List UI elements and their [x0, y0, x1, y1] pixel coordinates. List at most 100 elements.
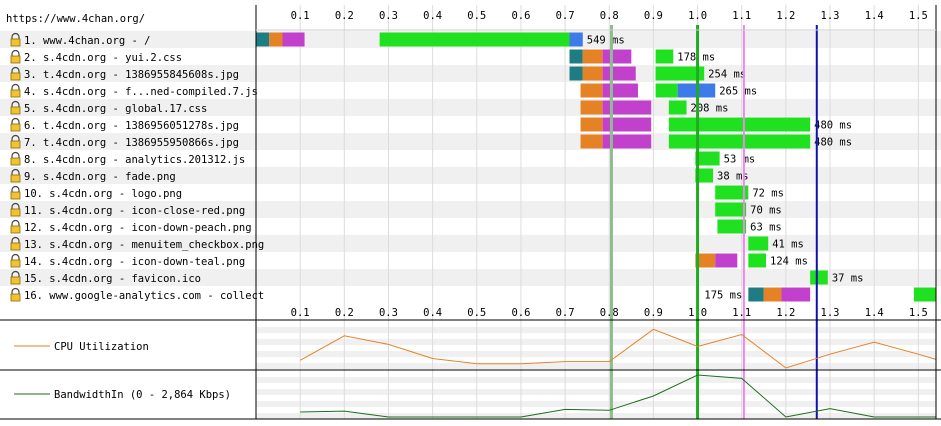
bar-dns: [569, 66, 583, 81]
bandwidth-stripe: [256, 389, 936, 395]
bar-ttfb: [715, 185, 749, 200]
bar-ttfb: [668, 100, 687, 115]
bar-dns: [256, 32, 270, 47]
bar-ssl: [602, 49, 632, 64]
row-stripe: [0, 201, 941, 218]
bar-download-js: [569, 32, 583, 47]
lock-icon: [10, 100, 21, 115]
duration-label: 53 ms: [724, 154, 756, 166]
request-label: 3. t.4cdn.org - 1386955845608s.jpg: [24, 69, 239, 81]
grid-lines: [299, 5, 919, 419]
request-label: 14. s.4cdn.org - icon-down-teal.png: [24, 256, 245, 268]
bar-connect: [763, 287, 782, 302]
duration-label: 63 ms: [750, 222, 782, 234]
x-tick-label-bottom: 0.9: [644, 307, 663, 319]
x-tick-label-bottom: 0.3: [379, 307, 398, 319]
request-label: 10. s.4cdn.org - logo.png: [24, 188, 182, 200]
bar-connect: [580, 117, 603, 132]
lock-icon: [10, 134, 21, 149]
x-tick-label-top: 0.9: [644, 10, 663, 22]
x-tick-label-bottom: 0.2: [335, 307, 354, 319]
bar-ttfb: [913, 287, 936, 302]
request-label: 2. s.4cdn.org - yui.2.css: [24, 52, 182, 64]
row-stripe: [0, 235, 941, 252]
duration-label: 124 ms: [770, 256, 808, 268]
bar-ttfb: [655, 83, 678, 98]
x-tick-label-bottom: 0.8: [600, 307, 619, 319]
duration-label: 549 ms: [587, 35, 625, 47]
x-tick-label-bottom: 0.7: [556, 307, 575, 319]
cpu-stripe: [256, 363, 936, 369]
x-tick-label-top: 0.8: [600, 10, 619, 22]
x-tick-label-top: 1.0: [688, 10, 707, 22]
bandwidth-stripe: [256, 401, 936, 407]
bar-ssl: [781, 287, 811, 302]
lock-icon: [10, 49, 21, 64]
x-tick-label-bottom: 1.5: [909, 307, 928, 319]
bar-ttfb: [748, 253, 766, 268]
bar-connect: [695, 253, 716, 268]
x-tick-label-top: 0.7: [556, 10, 575, 22]
bar-connect: [580, 134, 603, 149]
x-tick-label-bottom: 1.4: [865, 307, 884, 319]
x-tick-label-top: 0.4: [423, 10, 442, 22]
x-tick-label-top: 1.1: [732, 10, 751, 22]
x-axis-bottom: 0.10.20.30.40.50.60.70.80.91.01.11.21.31…: [291, 307, 928, 319]
lock-icon: [10, 168, 21, 183]
duration-label: 265 ms: [719, 86, 757, 98]
request-labels: 1. www.4chan.org - / 2. s.4cdn.org - yui…: [10, 32, 264, 302]
x-tick-label-top: 1.3: [821, 10, 840, 22]
bar-ssl: [602, 66, 636, 81]
lock-icon: [10, 117, 21, 132]
duration-label: 254 ms: [708, 69, 746, 81]
bar-ttfb: [810, 270, 828, 285]
duration-label: 70 ms: [750, 205, 782, 217]
request-label: 7. t.4cdn.org - 1386955950866s.jpg: [24, 137, 239, 149]
duration-label: 72 ms: [752, 188, 784, 200]
row-stripe: [0, 99, 941, 116]
bar-ttfb: [668, 117, 811, 132]
x-tick-label-top: 0.1: [291, 10, 310, 22]
bar-ttfb: [717, 219, 747, 234]
request-label: 6. t.4cdn.org - 1386956051278s.jpg: [24, 120, 239, 132]
duration-label: 37 ms: [832, 273, 864, 285]
bar-ttfb: [748, 236, 769, 251]
bar-dns: [569, 49, 583, 64]
event-markers: [609, 25, 818, 419]
bar-connect: [269, 32, 283, 47]
bar-ssl: [282, 32, 305, 47]
x-tick-label-top: 0.6: [511, 10, 530, 22]
lock-icon: [10, 270, 21, 285]
bar-ttfb: [695, 151, 720, 166]
request-label: 8. s.4cdn.org - analytics.201312.js: [24, 154, 245, 166]
lock-icon: [10, 32, 21, 47]
lock-icon: [10, 253, 21, 268]
x-tick-label-top: 0.5: [467, 10, 486, 22]
duration-label: 480 ms: [814, 120, 852, 132]
duration-label: 38 ms: [717, 171, 749, 183]
lock-icon: [10, 151, 21, 166]
bar-connect: [580, 100, 603, 115]
x-tick-label-bottom: 1.1: [732, 307, 751, 319]
duration-label: 175 ms: [704, 290, 742, 302]
lock-icon: [10, 185, 21, 200]
bar-ttfb: [655, 49, 674, 64]
lock-icon: [10, 219, 21, 234]
bandwidth-stripe: [256, 413, 936, 419]
request-label: 4. s.4cdn.org - f...ned-compiled.7.js: [24, 86, 258, 98]
bar-ttfb: [379, 32, 570, 47]
x-tick-label-top: 1.2: [776, 10, 795, 22]
lock-icon: [10, 202, 21, 217]
x-tick-label-bottom: 0.6: [511, 307, 530, 319]
request-label: 16. www.google-analytics.com - collect: [24, 290, 264, 302]
bar-ssl: [602, 100, 652, 115]
x-tick-label-bottom: 1.2: [776, 307, 795, 319]
cpu-stripe: [256, 327, 936, 333]
request-label: 11. s.4cdn.org - icon-close-red.png: [24, 205, 245, 217]
bar-ssl: [602, 117, 652, 132]
row-stripes: [0, 31, 941, 419]
bar-connect: [582, 66, 603, 81]
request-label: 15. s.4cdn.org - favicon.ico: [24, 273, 201, 285]
